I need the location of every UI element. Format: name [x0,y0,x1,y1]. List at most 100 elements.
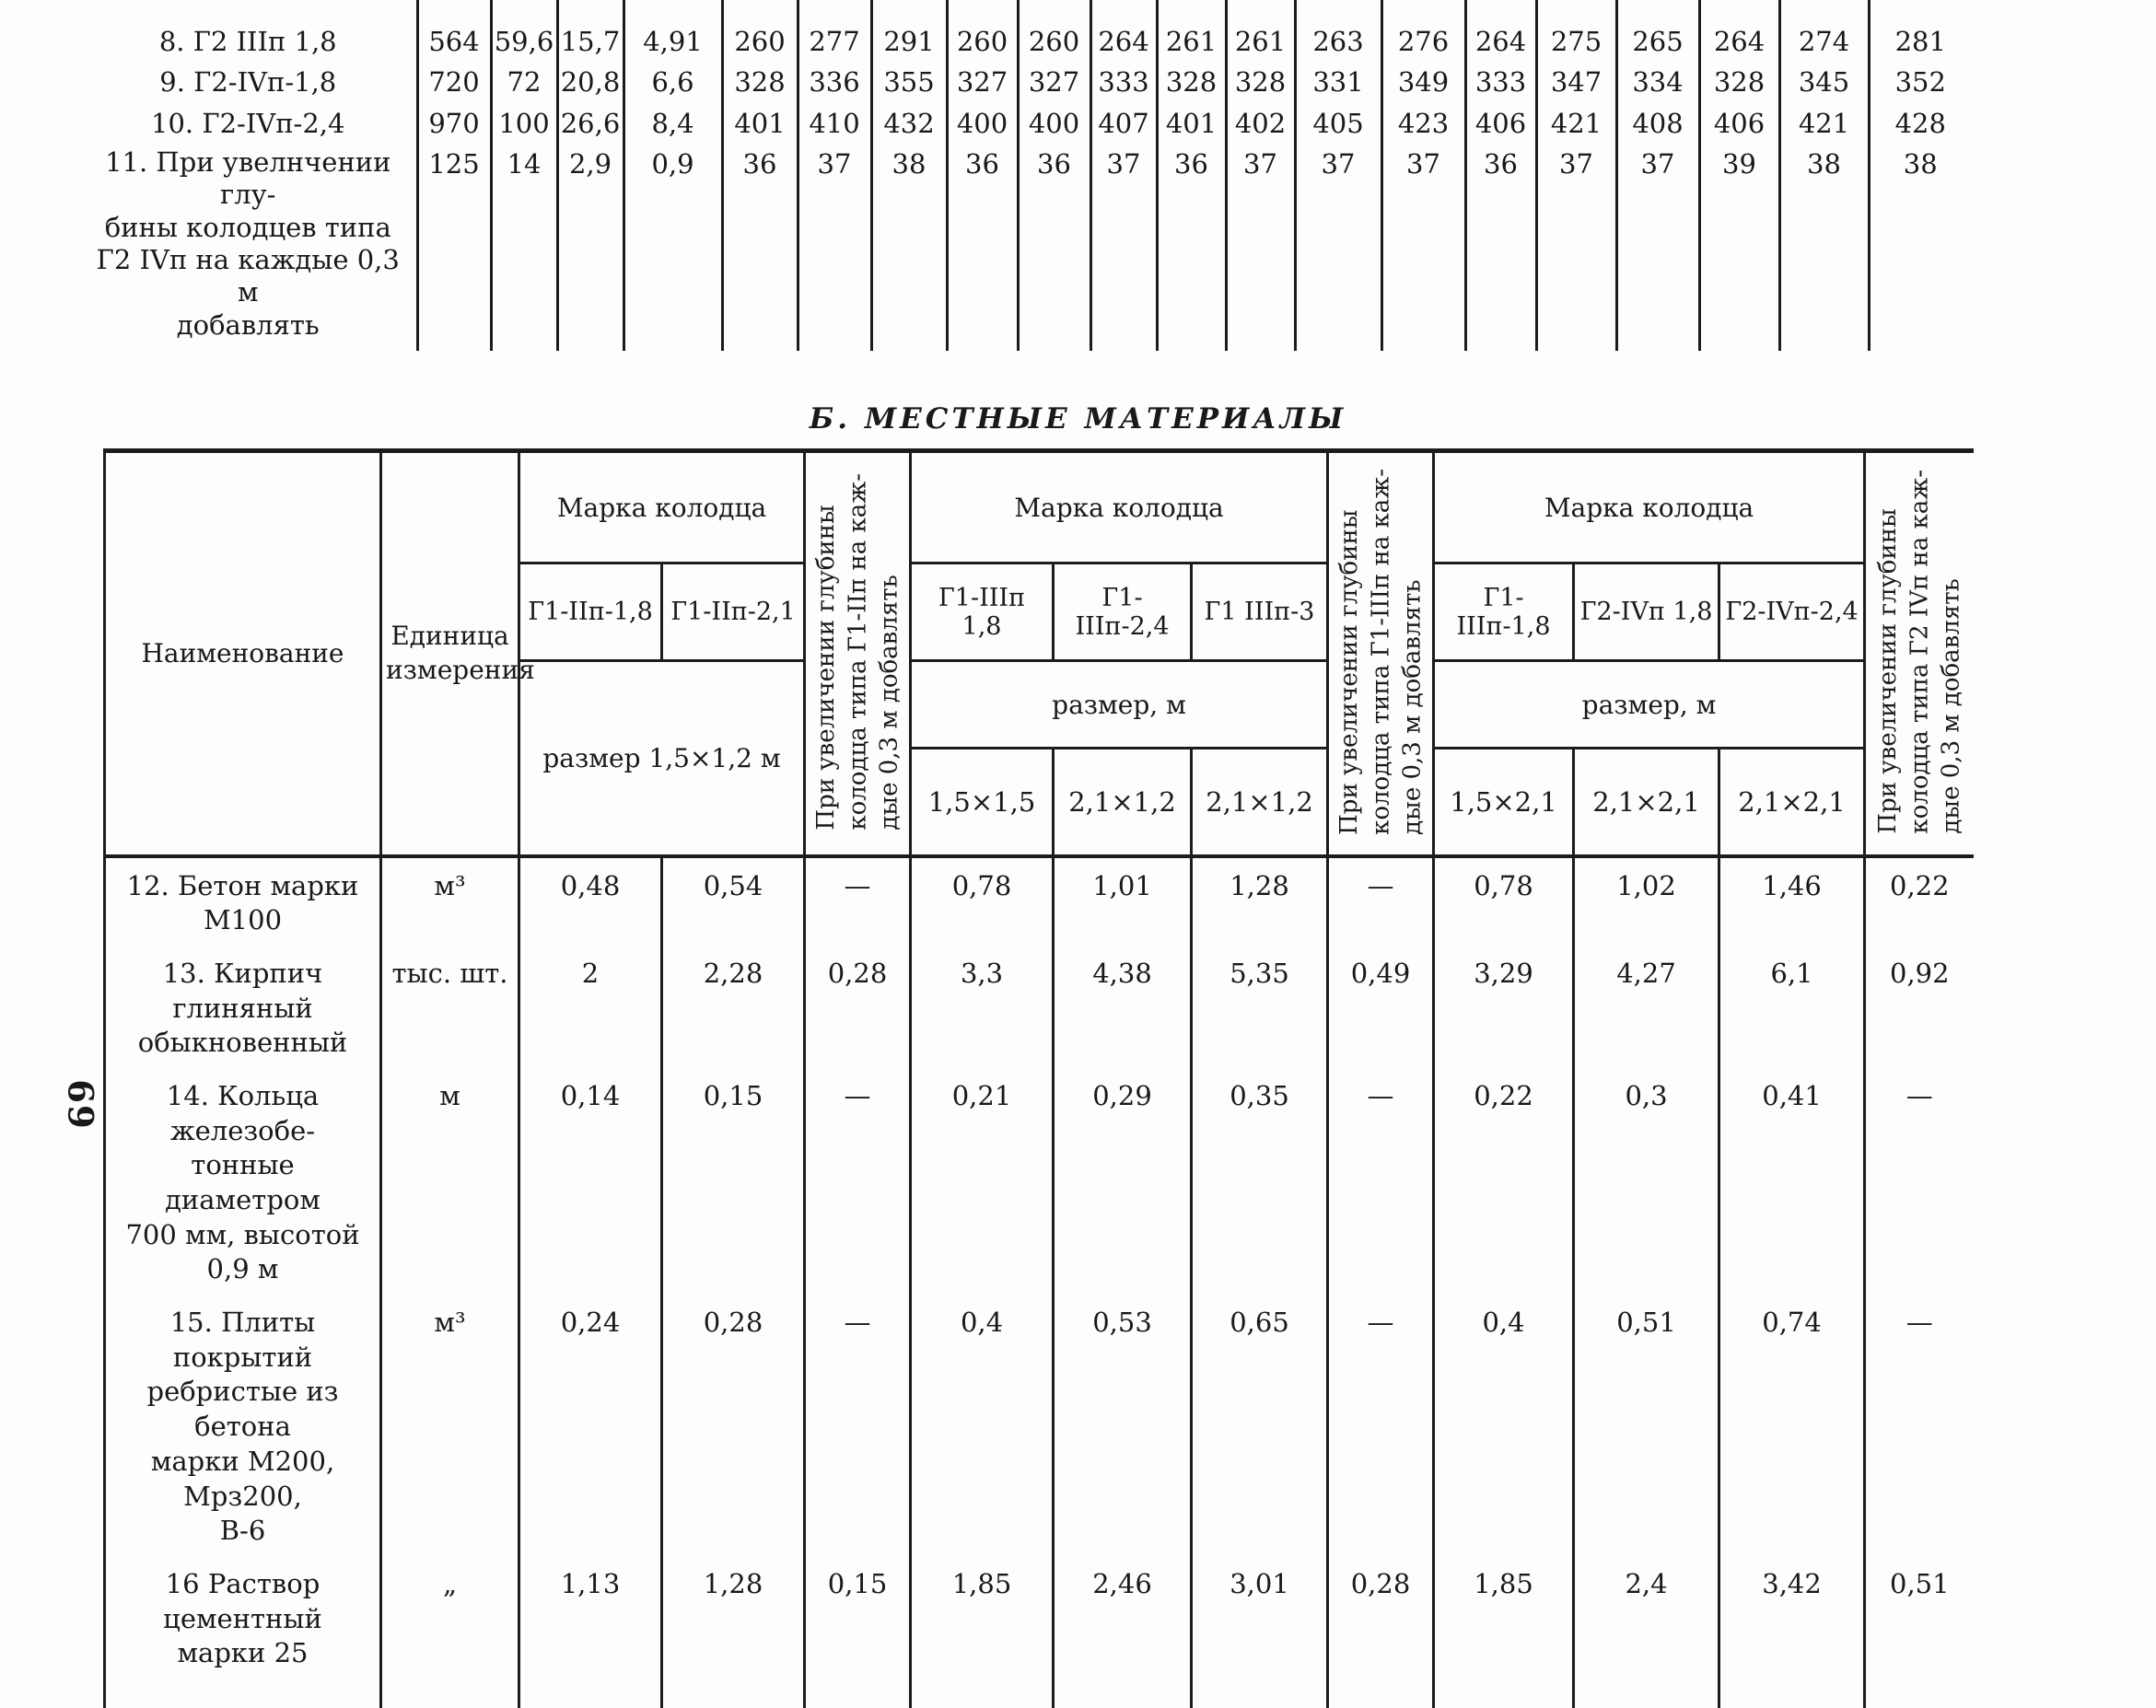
material-unit: тыс. шт. [379,945,519,1068]
material-value-cell: — [1326,854,1434,946]
upper-table-cell: 15,7 [555,0,623,60]
material-value-cell: 0,28 [803,945,911,1068]
material-value-cell: 2,46 [1052,1555,1192,1708]
upper-table-cell: 37 [1380,140,1465,352]
material-value-cell: 1,28 [1190,854,1328,946]
upper-table-cell: 349 [1380,59,1465,100]
material-value-cell: 0,41 [1718,1067,1865,1296]
material-value-cell: 1,13 [518,1555,662,1708]
upper-row-label: 10. Г2-IVп-2,4 [151,107,345,139]
material-value-cell: 0,28 [1326,1555,1434,1708]
upper-table-cell: 432 [869,99,947,141]
upper-table-cell: 36 [945,140,1018,352]
material-value-cell: — [1326,1295,1434,1556]
size-header-group-1: размер 1,5×1,2 м [517,660,805,856]
material-value-cell: 2,28 [659,945,805,1068]
upper-table-cell: 720 [415,59,491,100]
upper-table-cell: 402 [1224,99,1295,141]
material-value-cell: — [1863,1295,1974,1556]
section-heading: Б. МЕСТНЫЕ МАТЕРИАЛЫ [809,402,1347,436]
upper-table-cell: 260 [1016,0,1090,60]
upper-table-cell: 401 [720,99,798,141]
brand-header: Г2-IVп 1,8 [1572,563,1719,663]
material-unit: м³ [379,1295,519,1556]
material-value-cell: 5,35 [1190,945,1328,1068]
upper-table-cell: 564 [415,0,491,60]
upper-table-cell: 260 [945,0,1018,60]
size-header-group-2: размер, м [909,660,1328,750]
upper-table-cell: 59,6 [489,0,557,60]
material-name: 13. Кирпич глиняный обыкновенный [103,945,381,1068]
upper-table-cell: 38 [1867,140,1971,352]
upper-table-cell: 36 [1016,140,1090,352]
upper-table: 8. Г2 IIIп 1,8 564 59,6 15,7 4,91 260 277 291 26… [78,0,1971,352]
material-value-cell: 0,35 [1190,1067,1328,1296]
material-value-cell: 0,74 [1718,1295,1865,1556]
upper-table-cell: 37 [1293,140,1381,352]
upper-table-cell: 410 [796,99,871,141]
upper-table-cell: 36 [1155,140,1226,352]
vertical-header-text: При увеличении глубины колодца типа Г1-I… [1334,468,1427,835]
header-row-size-labels: размер 1,5×1,2 м размер, м размер, м [105,660,1974,856]
material-value-cell: — [1326,1067,1434,1296]
upper-table-cell: 37 [1224,140,1295,352]
upper-table-cell: 347 [1534,59,1616,100]
material-value-cell: 1,85 [1432,1555,1574,1708]
upper-table-body: 8. Г2 IIIп 1,8 564 59,6 15,7 4,91 260 277 291 26… [78,0,1971,352]
header-row-groups: Наименование Единица измерения Марка кол… [103,448,1974,856]
upper-table-cell: 336 [796,59,871,100]
upper-table-cell: 2,9 [555,140,623,352]
material-value-cell: 0,49 [1326,945,1434,1068]
upper-table-cell: 334 [1614,59,1699,100]
upper-table-cell: 261 [1155,0,1226,60]
material-name: 14. Кольца железобе- тонные диаметром 70… [103,1067,381,1296]
brand-header: Г2-IVп-2,4 [1718,563,1865,663]
upper-row-label: 9. Г2-IVп-1,8 [159,66,337,99]
upper-table-cell: 281 [1867,0,1971,60]
upper-table-cell: 406 [1697,99,1779,141]
materials-table-row: 15. Плиты покрытий ребристые из бетона м… [103,1295,1974,1556]
vertical-header-text: При увеличении глубины колодца типа Г2 I… [1873,470,1965,834]
material-value-cell: 3,3 [909,945,1054,1068]
upper-table-cell: 38 [869,140,947,352]
material-value-cell: 6,1 [1718,945,1865,1068]
column-header-depth-increase-1: При увеличении глубины колодца типа Г1-I… [803,448,911,856]
upper-table-cell: 355 [869,59,947,100]
group-header-well-brand-1: Марка колодца [517,448,805,565]
material-value-cell: 0,24 [518,1295,662,1556]
upper-table-cell: 423 [1380,99,1465,141]
material-value-cell: 3,42 [1718,1555,1865,1708]
upper-table-cell: 125 [415,140,491,352]
upper-table-cell: 333 [1089,59,1157,100]
material-value-cell: — [803,1067,911,1296]
size-value-header: 2,1×2,1 [1572,748,1719,856]
material-value-cell: 3,29 [1432,945,1574,1068]
size-value-header: 2,1×1,2 [1052,748,1192,856]
upper-table-cell: 345 [1777,59,1869,100]
material-unit: „ [379,1555,519,1708]
column-header-unit: Единица измерения [379,448,535,856]
material-value-cell: 0,54 [659,854,805,946]
upper-table-cell: 264 [1697,0,1779,60]
upper-table-cell: 970 [415,99,491,141]
material-name: 16 Раствор цементный марки 25 [103,1555,381,1708]
column-header-depth-increase-2: При увеличении глубины колодца типа Г1-I… [1326,448,1434,856]
size-value-header: 1,5×2,1 [1432,748,1574,856]
upper-table-cell: 275 [1534,0,1616,60]
material-value-cell: 2 [518,945,662,1068]
material-value-cell: 0,3 [1572,1067,1719,1296]
material-name: 12. Бетон марки М100 [103,854,381,946]
upper-table-cell: 72 [489,59,557,100]
size-value-header: 2,1×1,2 [1190,748,1328,856]
brand-header: Г1-IIIп 1,8 [909,563,1054,663]
material-value-cell: 0,4 [909,1295,1054,1556]
brand-header: Г1 IIIп-3 [1190,563,1328,663]
upper-table-cell: 37 [1089,140,1157,352]
material-value-cell: 0,15 [803,1555,911,1708]
material-value-cell: 0,92 [1863,945,1974,1068]
material-value-cell: 1,02 [1572,854,1719,946]
material-value-cell: 0,51 [1572,1295,1719,1556]
upper-table-cell: 428 [1867,99,1971,141]
upper-table-cell: 265 [1614,0,1699,60]
